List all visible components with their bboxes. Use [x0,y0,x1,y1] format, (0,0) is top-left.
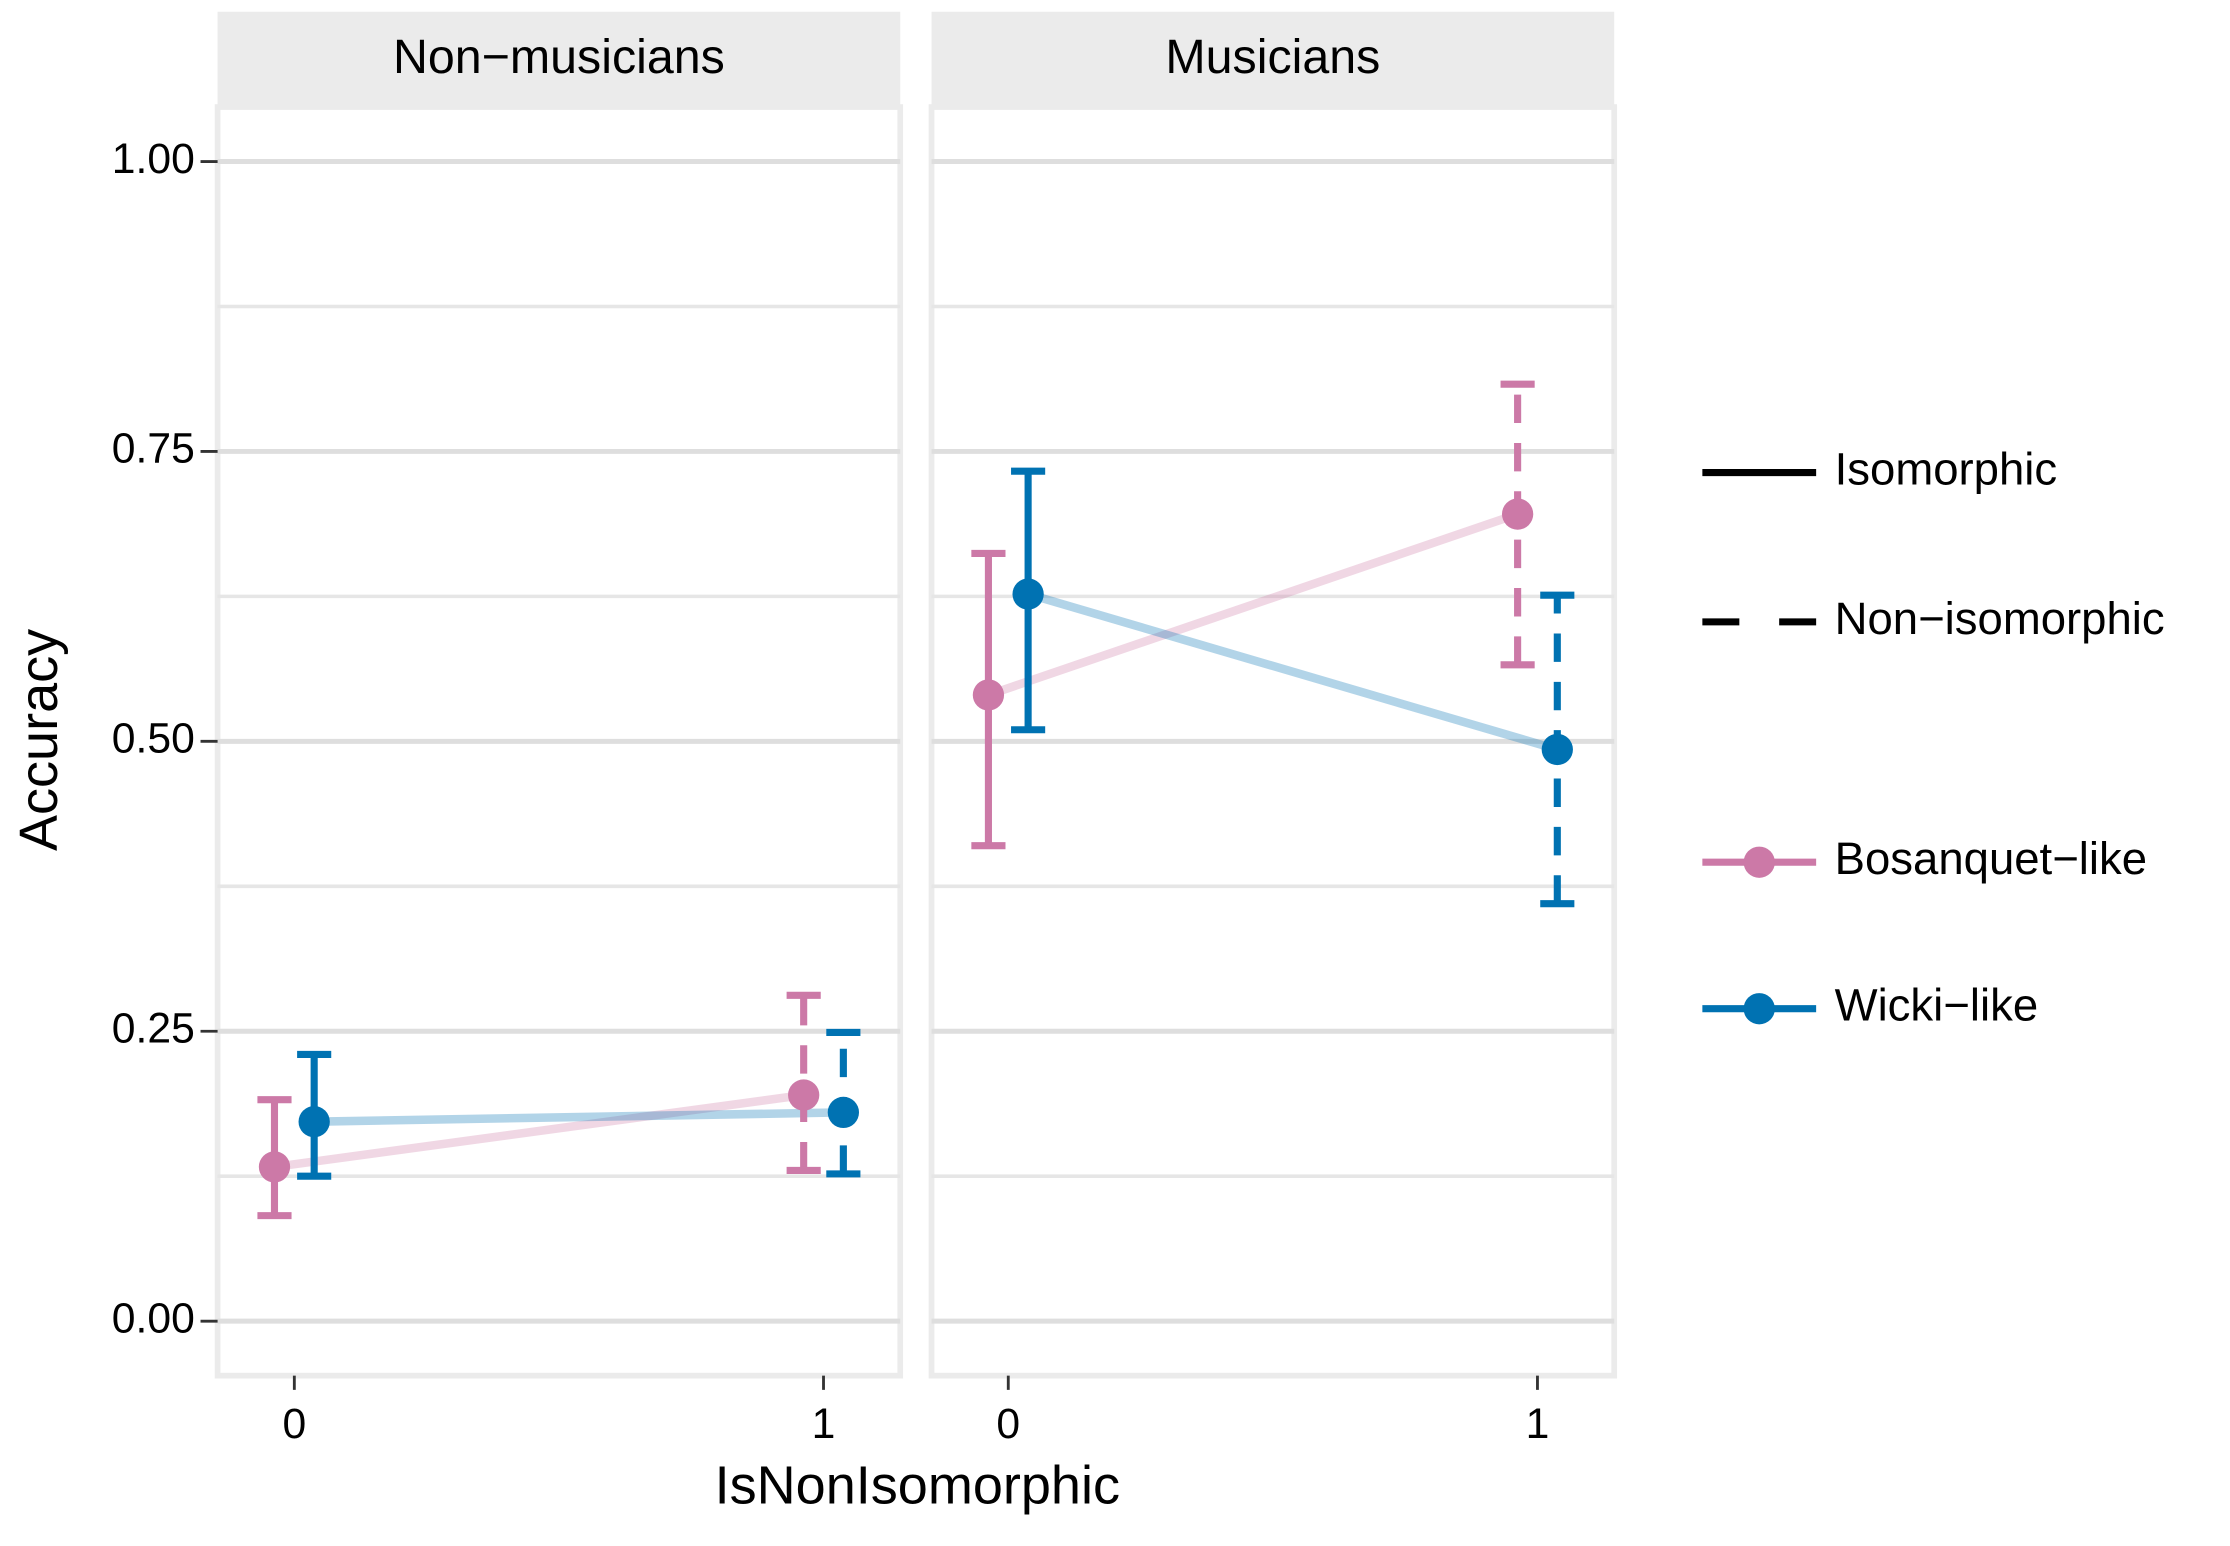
point [1541,733,1573,766]
point [1012,578,1044,610]
x-tick-label: 0 [282,1400,306,1448]
point [788,1079,820,1111]
point [258,1151,291,1183]
panel-title: Non−musicians [393,30,725,84]
strip [217,11,901,108]
series-line [987,510,1519,699]
legend-color-dot [1743,993,1775,1025]
series-line [1026,589,1559,754]
legend-label: Isomorphic [1835,444,2058,495]
y-axis-title: Accuracy [9,629,69,851]
y-tick-label: 0.75 [112,425,195,473]
series-line [273,1090,805,1172]
x-tick-label: 1 [812,1400,836,1448]
point [827,1096,860,1129]
error-bar [1500,380,1535,669]
panel-title: Musicians [1165,30,1380,84]
y-tick-label: 0.00 [112,1294,195,1342]
error-bar [786,991,821,1174]
x-tick-label: 1 [1526,1400,1550,1448]
legend-label: Bosanquet−like [1835,833,2147,884]
series-line [314,1108,844,1126]
legend-label: Non−isomorphic [1835,593,2165,644]
y-tick-label: 1.00 [112,135,195,183]
strip [931,11,1615,108]
y-tick-label: 0.25 [112,1005,195,1053]
legend-label: Wicki−like [1835,980,2039,1031]
point [972,679,1005,711]
point [1501,498,1534,530]
x-tick-label: 0 [996,1400,1020,1448]
legend-color-dot [1743,846,1775,878]
point [298,1106,330,1138]
y-tick-label: 0.50 [112,715,195,763]
x-axis-title: IsNonIsomorphic [715,1456,1120,1516]
